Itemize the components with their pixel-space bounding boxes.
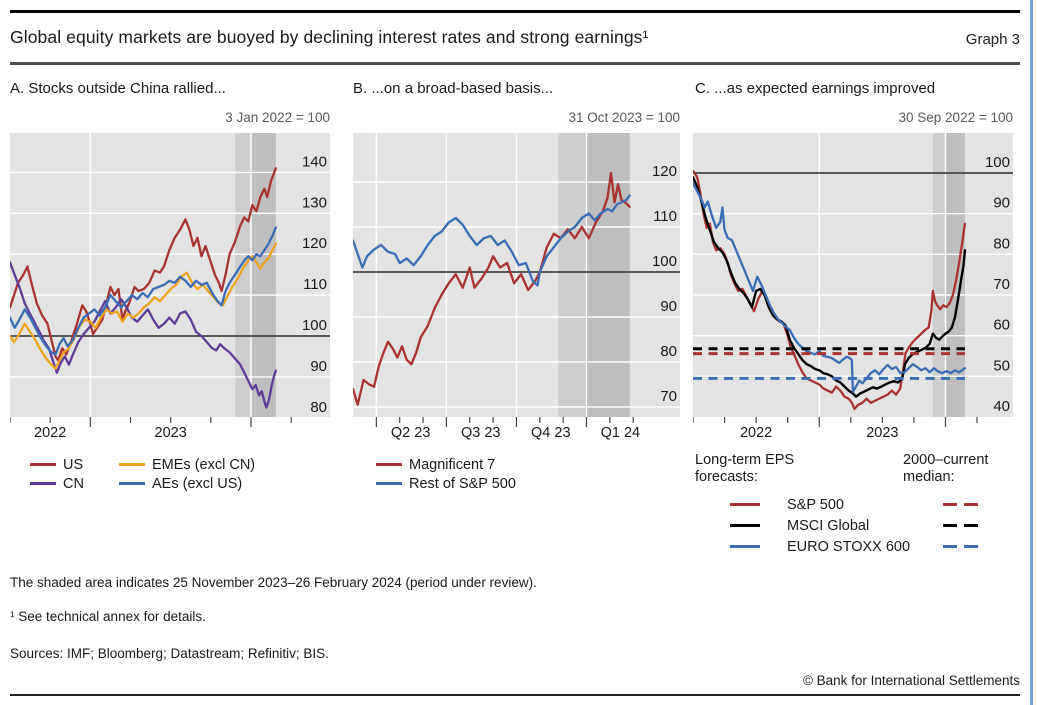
legend-c-forecasts-header: Long-term EPS forecasts: <box>695 452 794 486</box>
legend-item-cn: CN <box>30 476 119 492</box>
legend-label: MSCI Global <box>787 517 870 534</box>
copyright-notice: © Bank for International Settlements <box>802 673 1020 688</box>
svg-text:100: 100 <box>302 317 327 334</box>
legend-c-median-header: 2000–current median: <box>903 452 988 486</box>
legend-label: Rest of S&P 500 <box>409 475 516 492</box>
euro-stoxx-median-swatch <box>943 545 980 548</box>
panel-c-legend: S&P 500 MSCI Global EURO STOXX 600 <box>730 494 1013 557</box>
header-line: median: <box>903 469 955 485</box>
svg-text:90: 90 <box>310 358 327 375</box>
svg-text:2023: 2023 <box>155 425 187 441</box>
legend-item-aes: AEs (excl US) <box>119 476 255 492</box>
legend-item-msci-global: MSCI Global <box>730 515 1013 536</box>
legend-item-euro-stoxx: EURO STOXX 600 <box>730 536 1013 557</box>
panel-b-chart: Q2 23 Q3 23 Q4 23 Q1 24 120 110 100 90 80 70 <box>353 133 680 441</box>
svg-text:2022: 2022 <box>34 425 66 441</box>
panel-b-title: B. ...on a broad-based basis... <box>353 80 554 97</box>
legend-label: EMEs (excl CN) <box>152 456 256 473</box>
panel-b-legend: Magnificent 7 Rest of S&P 500 <box>376 455 516 493</box>
svg-text:50: 50 <box>993 357 1010 374</box>
svg-text:40: 40 <box>993 398 1010 415</box>
svg-text:110: 110 <box>303 276 327 293</box>
svg-text:60: 60 <box>993 317 1010 334</box>
legend-label: S&P 500 <box>787 496 844 513</box>
aes-series-swatch <box>119 482 145 485</box>
svg-text:80: 80 <box>660 343 677 360</box>
svg-text:Q1 24: Q1 24 <box>601 425 641 441</box>
svg-text:70: 70 <box>660 388 677 405</box>
legend-label: CN <box>63 475 84 492</box>
header-line: Long-term EPS <box>695 452 795 468</box>
svg-text:90: 90 <box>660 298 677 315</box>
svg-text:80: 80 <box>310 399 327 416</box>
msci-global-series-swatch <box>730 524 760 527</box>
rest-sp500-series-swatch <box>376 482 402 485</box>
sp500-series-swatch <box>730 503 760 506</box>
legend-label: AEs (excl US) <box>152 475 243 492</box>
svg-text:Q2 23: Q2 23 <box>391 425 431 441</box>
svg-text:Q4 23: Q4 23 <box>531 425 571 441</box>
euro-stoxx-series-swatch <box>730 545 760 548</box>
footnote-1: ¹ See technical annex for details. <box>10 609 206 624</box>
legend-label: EURO STOXX 600 <box>787 538 911 555</box>
svg-text:70: 70 <box>993 276 1010 293</box>
magnificent7-series-swatch <box>376 463 402 466</box>
header-line: 2000–current <box>903 452 989 468</box>
svg-text:80: 80 <box>993 235 1010 252</box>
svg-text:140: 140 <box>302 153 327 170</box>
legend-item-emes: EMEs (excl CN) <box>119 457 255 473</box>
legend-item-us: US <box>30 457 119 473</box>
legend-item-sp500: S&P 500 <box>730 494 1013 515</box>
svg-text:120: 120 <box>652 163 677 180</box>
header-line: forecasts: <box>695 469 758 485</box>
page-edge-line <box>1030 0 1033 705</box>
legend-item-magnificent7: Magnificent 7 <box>376 455 516 474</box>
panel-b-index-note: 31 Oct 2023 = 100 <box>568 110 680 125</box>
sp500-median-swatch <box>943 503 980 506</box>
svg-text:100: 100 <box>985 154 1010 171</box>
panel-a-title: A. Stocks outside China rallied... <box>10 80 226 97</box>
top-rule <box>10 10 1020 13</box>
shaded-area-note: The shaded area indicates 25 November 20… <box>10 575 537 590</box>
legend-label: US <box>63 456 84 473</box>
svg-text:2023: 2023 <box>866 425 898 441</box>
legend-item-rest-sp500: Rest of S&P 500 <box>376 474 516 493</box>
bottom-rule <box>10 694 1020 696</box>
emes-series-swatch <box>119 463 145 466</box>
svg-text:Q3 23: Q3 23 <box>461 425 501 441</box>
legend-label: Magnificent 7 <box>409 456 496 473</box>
msci-global-median-swatch <box>943 524 980 527</box>
svg-text:100: 100 <box>652 253 677 270</box>
svg-text:110: 110 <box>653 208 677 225</box>
panel-a-index-note: 3 Jan 2022 = 100 <box>225 110 330 125</box>
svg-text:2022: 2022 <box>740 425 772 441</box>
panel-a-chart: 2022 2023 140 130 120 110 100 90 80 <box>10 133 330 441</box>
svg-text:90: 90 <box>993 195 1010 212</box>
title-divider-rule <box>10 62 1020 65</box>
us-series-swatch <box>30 463 56 466</box>
panel-c-title: C. ...as expected earnings improved <box>695 80 936 97</box>
sources-note: Sources: IMF; Bloomberg; Datastream; Ref… <box>10 646 329 661</box>
panel-c-index-note: 30 Sep 2022 = 100 <box>898 110 1013 125</box>
figure-title: Global equity markets are buoyed by decl… <box>10 27 649 47</box>
panel-a-legend: US EMEs (excl CN) CN AEs (excl US) <box>30 455 255 493</box>
graph-number-label: Graph 3 <box>965 31 1020 48</box>
svg-text:130: 130 <box>302 194 327 211</box>
svg-text:120: 120 <box>302 235 327 252</box>
cn-series-swatch <box>30 482 56 485</box>
panel-c-chart: 2022 2023 100 90 80 70 60 50 40 <box>693 133 1013 441</box>
